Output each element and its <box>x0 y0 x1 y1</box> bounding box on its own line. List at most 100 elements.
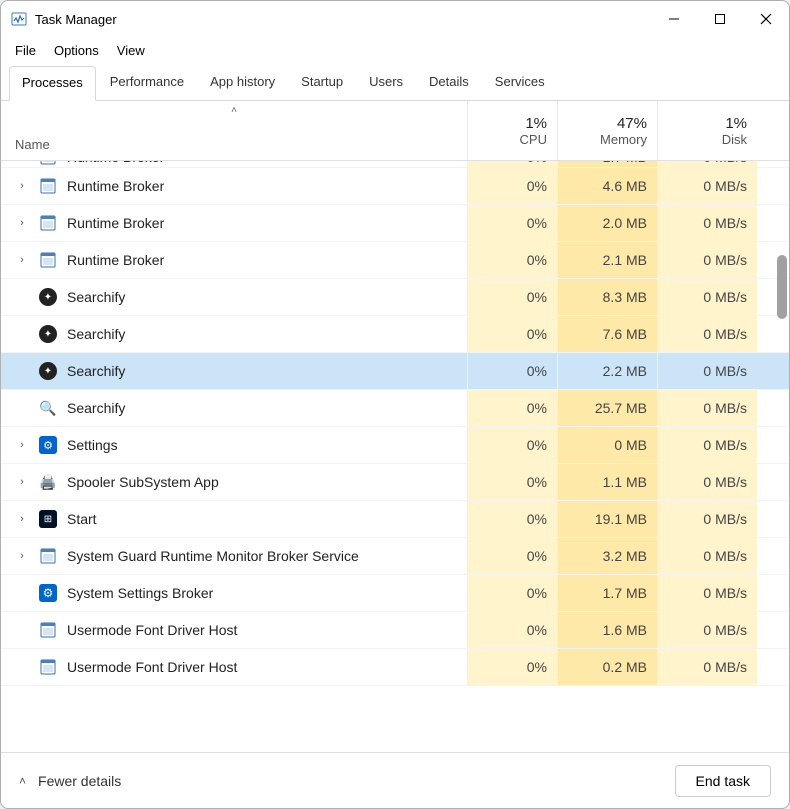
process-icon <box>39 658 57 676</box>
expand-icon[interactable]: › <box>15 254 29 266</box>
disk-percent: 1% <box>725 115 747 132</box>
process-name: Searchify <box>67 363 125 379</box>
table-row[interactable]: ✦Searchify0%2.2 MB0 MB/s <box>1 353 789 390</box>
window-title: Task Manager <box>35 12 651 27</box>
scrollbar-thumb[interactable] <box>777 255 787 319</box>
process-icon: 🖨️ <box>39 473 57 491</box>
cell-disk: 0 MB/s <box>657 575 757 611</box>
process-icon <box>39 547 57 565</box>
process-name: Usermode Font Driver Host <box>67 622 237 638</box>
process-name: Searchify <box>67 289 125 305</box>
process-name: System Guard Runtime Monitor Broker Serv… <box>67 548 359 564</box>
table-row[interactable]: ›Runtime Broker0%1.7 MB0 MB/s <box>1 161 789 168</box>
table-row[interactable]: ✦Searchify0%8.3 MB0 MB/s <box>1 279 789 316</box>
table-row[interactable]: ✦Searchify0%7.6 MB0 MB/s <box>1 316 789 353</box>
footer: ˄ Fewer details End task <box>1 752 789 808</box>
process-icon <box>39 621 57 639</box>
cell-memory: 7.6 MB <box>557 316 657 352</box>
cell-disk: 0 MB/s <box>657 427 757 463</box>
col-name-label: Name <box>15 137 467 152</box>
expand-icon[interactable]: › <box>15 217 29 229</box>
searchify-icon: ✦ <box>39 325 57 343</box>
table-row[interactable]: ›🖨️Spooler SubSystem App0%1.1 MB0 MB/s <box>1 464 789 501</box>
menu-options[interactable]: Options <box>54 43 99 58</box>
expand-icon[interactable]: › <box>15 161 29 163</box>
menu-file[interactable]: File <box>15 43 36 58</box>
cell-name: ✦Searchify <box>1 279 467 315</box>
col-header-disk[interactable]: 1% Disk <box>657 101 757 160</box>
cell-memory: 19.1 MB <box>557 501 657 537</box>
col-header-cpu[interactable]: 1% CPU <box>467 101 557 160</box>
expand-icon[interactable]: › <box>15 180 29 192</box>
fewer-details-button[interactable]: ˄ Fewer details <box>19 773 121 789</box>
table-row[interactable]: ›Runtime Broker0%2.1 MB0 MB/s <box>1 242 789 279</box>
cell-disk: 0 MB/s <box>657 279 757 315</box>
cell-cpu: 0% <box>467 538 557 574</box>
table-row[interactable]: › System Guard Runtime Monitor Broker Ser… <box>1 538 789 575</box>
cell-cpu: 0% <box>467 242 557 278</box>
task-manager-window: Task Manager File Options View Processes… <box>0 0 790 809</box>
fewer-details-label: Fewer details <box>38 773 121 789</box>
end-task-button[interactable]: End task <box>675 765 771 797</box>
menu-view[interactable]: View <box>117 43 145 58</box>
process-name: Settings <box>67 437 118 453</box>
cell-cpu: 0% <box>467 353 557 389</box>
table-row[interactable]: ⚙System Settings Broker0%1.7 MB0 MB/s <box>1 575 789 612</box>
tab-details[interactable]: Details <box>417 66 481 100</box>
expand-icon[interactable]: › <box>15 439 29 451</box>
process-icon <box>39 251 57 269</box>
close-button[interactable] <box>743 1 789 37</box>
chevron-up-icon: ˄ <box>19 774 26 788</box>
cell-disk: 0 MB/s <box>657 501 757 537</box>
expand-icon[interactable]: › <box>15 550 29 562</box>
table-header: ˄ Name 1% CPU 47% Memory 1% Disk <box>1 101 789 161</box>
table-row[interactable]: Usermode Font Driver Host0%0.2 MB0 MB/s <box>1 649 789 686</box>
minimize-button[interactable] <box>651 1 697 37</box>
cell-name: ⚙System Settings Broker <box>1 575 467 611</box>
cell-name: › Runtime Broker <box>1 205 467 241</box>
process-icon <box>39 177 57 195</box>
cell-name: › System Guard Runtime Monitor Broker Ser… <box>1 538 467 574</box>
table-row[interactable]: ›⚙Settings0%0 MB0 MB/s <box>1 427 789 464</box>
cell-cpu: 0% <box>467 161 557 167</box>
cpu-percent: 1% <box>525 115 547 132</box>
col-header-name[interactable]: ˄ Name <box>1 101 467 160</box>
cell-disk: 0 MB/s <box>657 464 757 500</box>
cpu-label: CPU <box>520 132 547 147</box>
table-row[interactable]: ›Runtime Broker0%2.0 MB0 MB/s <box>1 205 789 242</box>
col-header-memory[interactable]: 47% Memory <box>557 101 657 160</box>
cell-cpu: 0% <box>467 279 557 315</box>
start-icon: ⊞ <box>39 510 57 528</box>
cell-disk: 0 MB/s <box>657 168 757 204</box>
process-name: Runtime Broker <box>67 252 164 268</box>
cell-memory: 25.7 MB <box>557 390 657 426</box>
cell-disk: 0 MB/s <box>657 205 757 241</box>
maximize-button[interactable] <box>697 1 743 37</box>
tab-services[interactable]: Services <box>483 66 557 100</box>
cell-name: Usermode Font Driver Host <box>1 649 467 685</box>
tab-performance[interactable]: Performance <box>98 66 196 100</box>
cell-memory: 3.2 MB <box>557 538 657 574</box>
table-row[interactable]: ›Runtime Broker0%4.6 MB0 MB/s <box>1 168 789 205</box>
process-name: Spooler SubSystem App <box>67 474 219 490</box>
expand-icon[interactable]: › <box>15 476 29 488</box>
table-row[interactable]: Usermode Font Driver Host0%1.6 MB0 MB/s <box>1 612 789 649</box>
cell-name: ✦ Searchify <box>1 353 467 389</box>
memory-percent: 47% <box>617 115 647 132</box>
cell-disk: 0 MB/s <box>657 161 757 167</box>
table-row[interactable]: 🔍Searchify0%25.7 MB0 MB/s <box>1 390 789 427</box>
tab-startup[interactable]: Startup <box>289 66 355 100</box>
cell-memory: 8.3 MB <box>557 279 657 315</box>
expand-icon[interactable]: › <box>15 513 29 525</box>
table-row[interactable]: ›⊞Start0%19.1 MB0 MB/s <box>1 501 789 538</box>
searchify-icon: ✦ <box>39 362 57 380</box>
cell-disk: 0 MB/s <box>657 242 757 278</box>
cell-cpu: 0% <box>467 390 557 426</box>
cell-name: ✦Searchify <box>1 316 467 352</box>
cell-name: › 🖨️ Spooler SubSystem App <box>1 464 467 500</box>
cell-name: ›Runtime Broker <box>1 161 467 167</box>
tab-processes[interactable]: Processes <box>9 66 96 101</box>
tab-app-history[interactable]: App history <box>198 66 287 100</box>
tab-users[interactable]: Users <box>357 66 415 100</box>
process-name: Runtime Broker <box>67 215 164 231</box>
